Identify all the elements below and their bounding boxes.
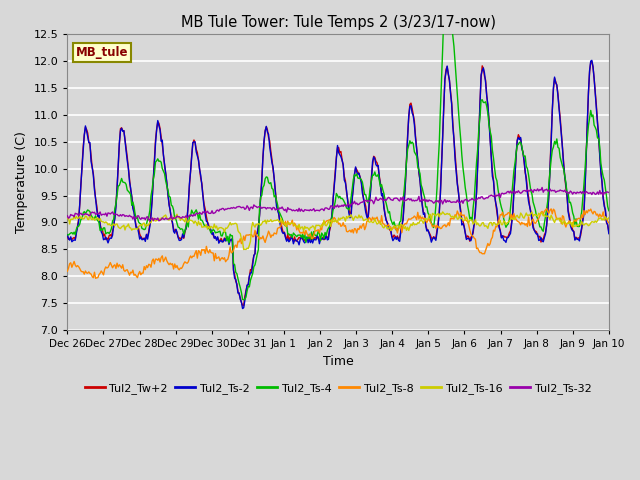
- Line: Tul2_Ts-16: Tul2_Ts-16: [67, 212, 609, 250]
- Tul2_Ts-32: [155, 218, 163, 224]
- Tul2_Ts-2: [605, 231, 612, 237]
- Tul2_Tw+2: [232, 278, 239, 284]
- Tul2_Ts-32: [293, 207, 301, 213]
- Tul2_Ts-16: [63, 216, 71, 221]
- Line: Tul2_Ts-32: Tul2_Ts-32: [67, 188, 609, 221]
- Tul2_Ts-8: [293, 227, 301, 233]
- Tul2_Ts-32: [233, 204, 241, 210]
- Tul2_Ts-4: [557, 159, 565, 165]
- Tul2_Ts-32: [394, 196, 401, 202]
- Tul2_Ts-32: [605, 190, 612, 195]
- Tul2_Ts-16: [232, 220, 239, 226]
- Tul2_Ts-4: [605, 208, 612, 214]
- Tul2_Tw+2: [463, 235, 470, 241]
- Tul2_Ts-2: [556, 119, 564, 124]
- Tul2_Ts-8: [394, 230, 401, 236]
- Tul2_Ts-2: [239, 306, 246, 312]
- Tul2_Tw+2: [588, 59, 596, 64]
- Tul2_Ts-16: [463, 216, 471, 222]
- Tul2_Ts-4: [240, 297, 248, 302]
- Tul2_Ts-16: [394, 222, 401, 228]
- Tul2_Tw+2: [367, 174, 375, 180]
- Tul2_Ts-16: [240, 247, 248, 252]
- Title: MB Tule Tower: Tule Temps 2 (3/23/17-now): MB Tule Tower: Tule Temps 2 (3/23/17-now…: [180, 15, 495, 30]
- Tul2_Ts-8: [63, 268, 71, 274]
- Tul2_Ts-2: [367, 178, 375, 183]
- Tul2_Tw+2: [293, 238, 301, 244]
- Tul2_Ts-32: [367, 197, 375, 203]
- Tul2_Ts-4: [232, 269, 239, 275]
- Tul2_Ts-16: [557, 217, 565, 223]
- Tul2_Ts-4: [367, 178, 375, 183]
- Line: Tul2_Ts-2: Tul2_Ts-2: [67, 60, 609, 309]
- Tul2_Ts-8: [367, 218, 375, 224]
- Legend: Tul2_Tw+2, Tul2_Ts-2, Tul2_Ts-4, Tul2_Ts-8, Tul2_Ts-16, Tul2_Ts-32: Tul2_Tw+2, Tul2_Ts-2, Tul2_Ts-4, Tul2_Ts…: [80, 379, 596, 399]
- Tul2_Ts-2: [588, 58, 596, 63]
- Tul2_Ts-32: [557, 188, 565, 193]
- Tul2_Ts-32: [63, 213, 71, 218]
- Tul2_Ts-2: [463, 237, 470, 242]
- Tul2_Ts-8: [233, 244, 241, 250]
- Tul2_Ts-2: [394, 234, 401, 240]
- Tul2_Ts-8: [463, 218, 470, 224]
- Tul2_Tw+2: [556, 115, 564, 121]
- Tul2_Tw+2: [63, 233, 71, 239]
- Tul2_Tw+2: [394, 233, 401, 239]
- Tul2_Ts-8: [605, 220, 612, 226]
- Y-axis label: Temperature (C): Temperature (C): [15, 131, 28, 233]
- Tul2_Ts-16: [439, 209, 447, 215]
- Tul2_Ts-4: [394, 228, 401, 234]
- Tul2_Ts-32: [463, 196, 470, 202]
- Tul2_Ts-8: [92, 276, 99, 281]
- Tul2_Ts-4: [463, 202, 471, 208]
- X-axis label: Time: Time: [323, 355, 353, 368]
- Tul2_Ts-4: [63, 232, 71, 238]
- Tul2_Ts-32: [538, 185, 546, 191]
- Tul2_Tw+2: [240, 302, 248, 308]
- Tul2_Ts-16: [367, 219, 375, 225]
- Text: MB_tule: MB_tule: [76, 46, 128, 59]
- Tul2_Ts-16: [293, 224, 301, 229]
- Line: Tul2_Tw+2: Tul2_Tw+2: [67, 61, 609, 305]
- Tul2_Ts-4: [293, 234, 301, 240]
- Line: Tul2_Ts-4: Tul2_Ts-4: [67, 0, 609, 300]
- Tul2_Ts-8: [557, 221, 565, 227]
- Tul2_Ts-2: [63, 232, 71, 238]
- Tul2_Ts-8: [543, 206, 550, 212]
- Tul2_Ts-16: [605, 215, 612, 221]
- Tul2_Ts-2: [293, 238, 301, 244]
- Line: Tul2_Ts-8: Tul2_Ts-8: [67, 209, 609, 278]
- Tul2_Ts-2: [232, 276, 239, 282]
- Tul2_Tw+2: [605, 228, 612, 234]
